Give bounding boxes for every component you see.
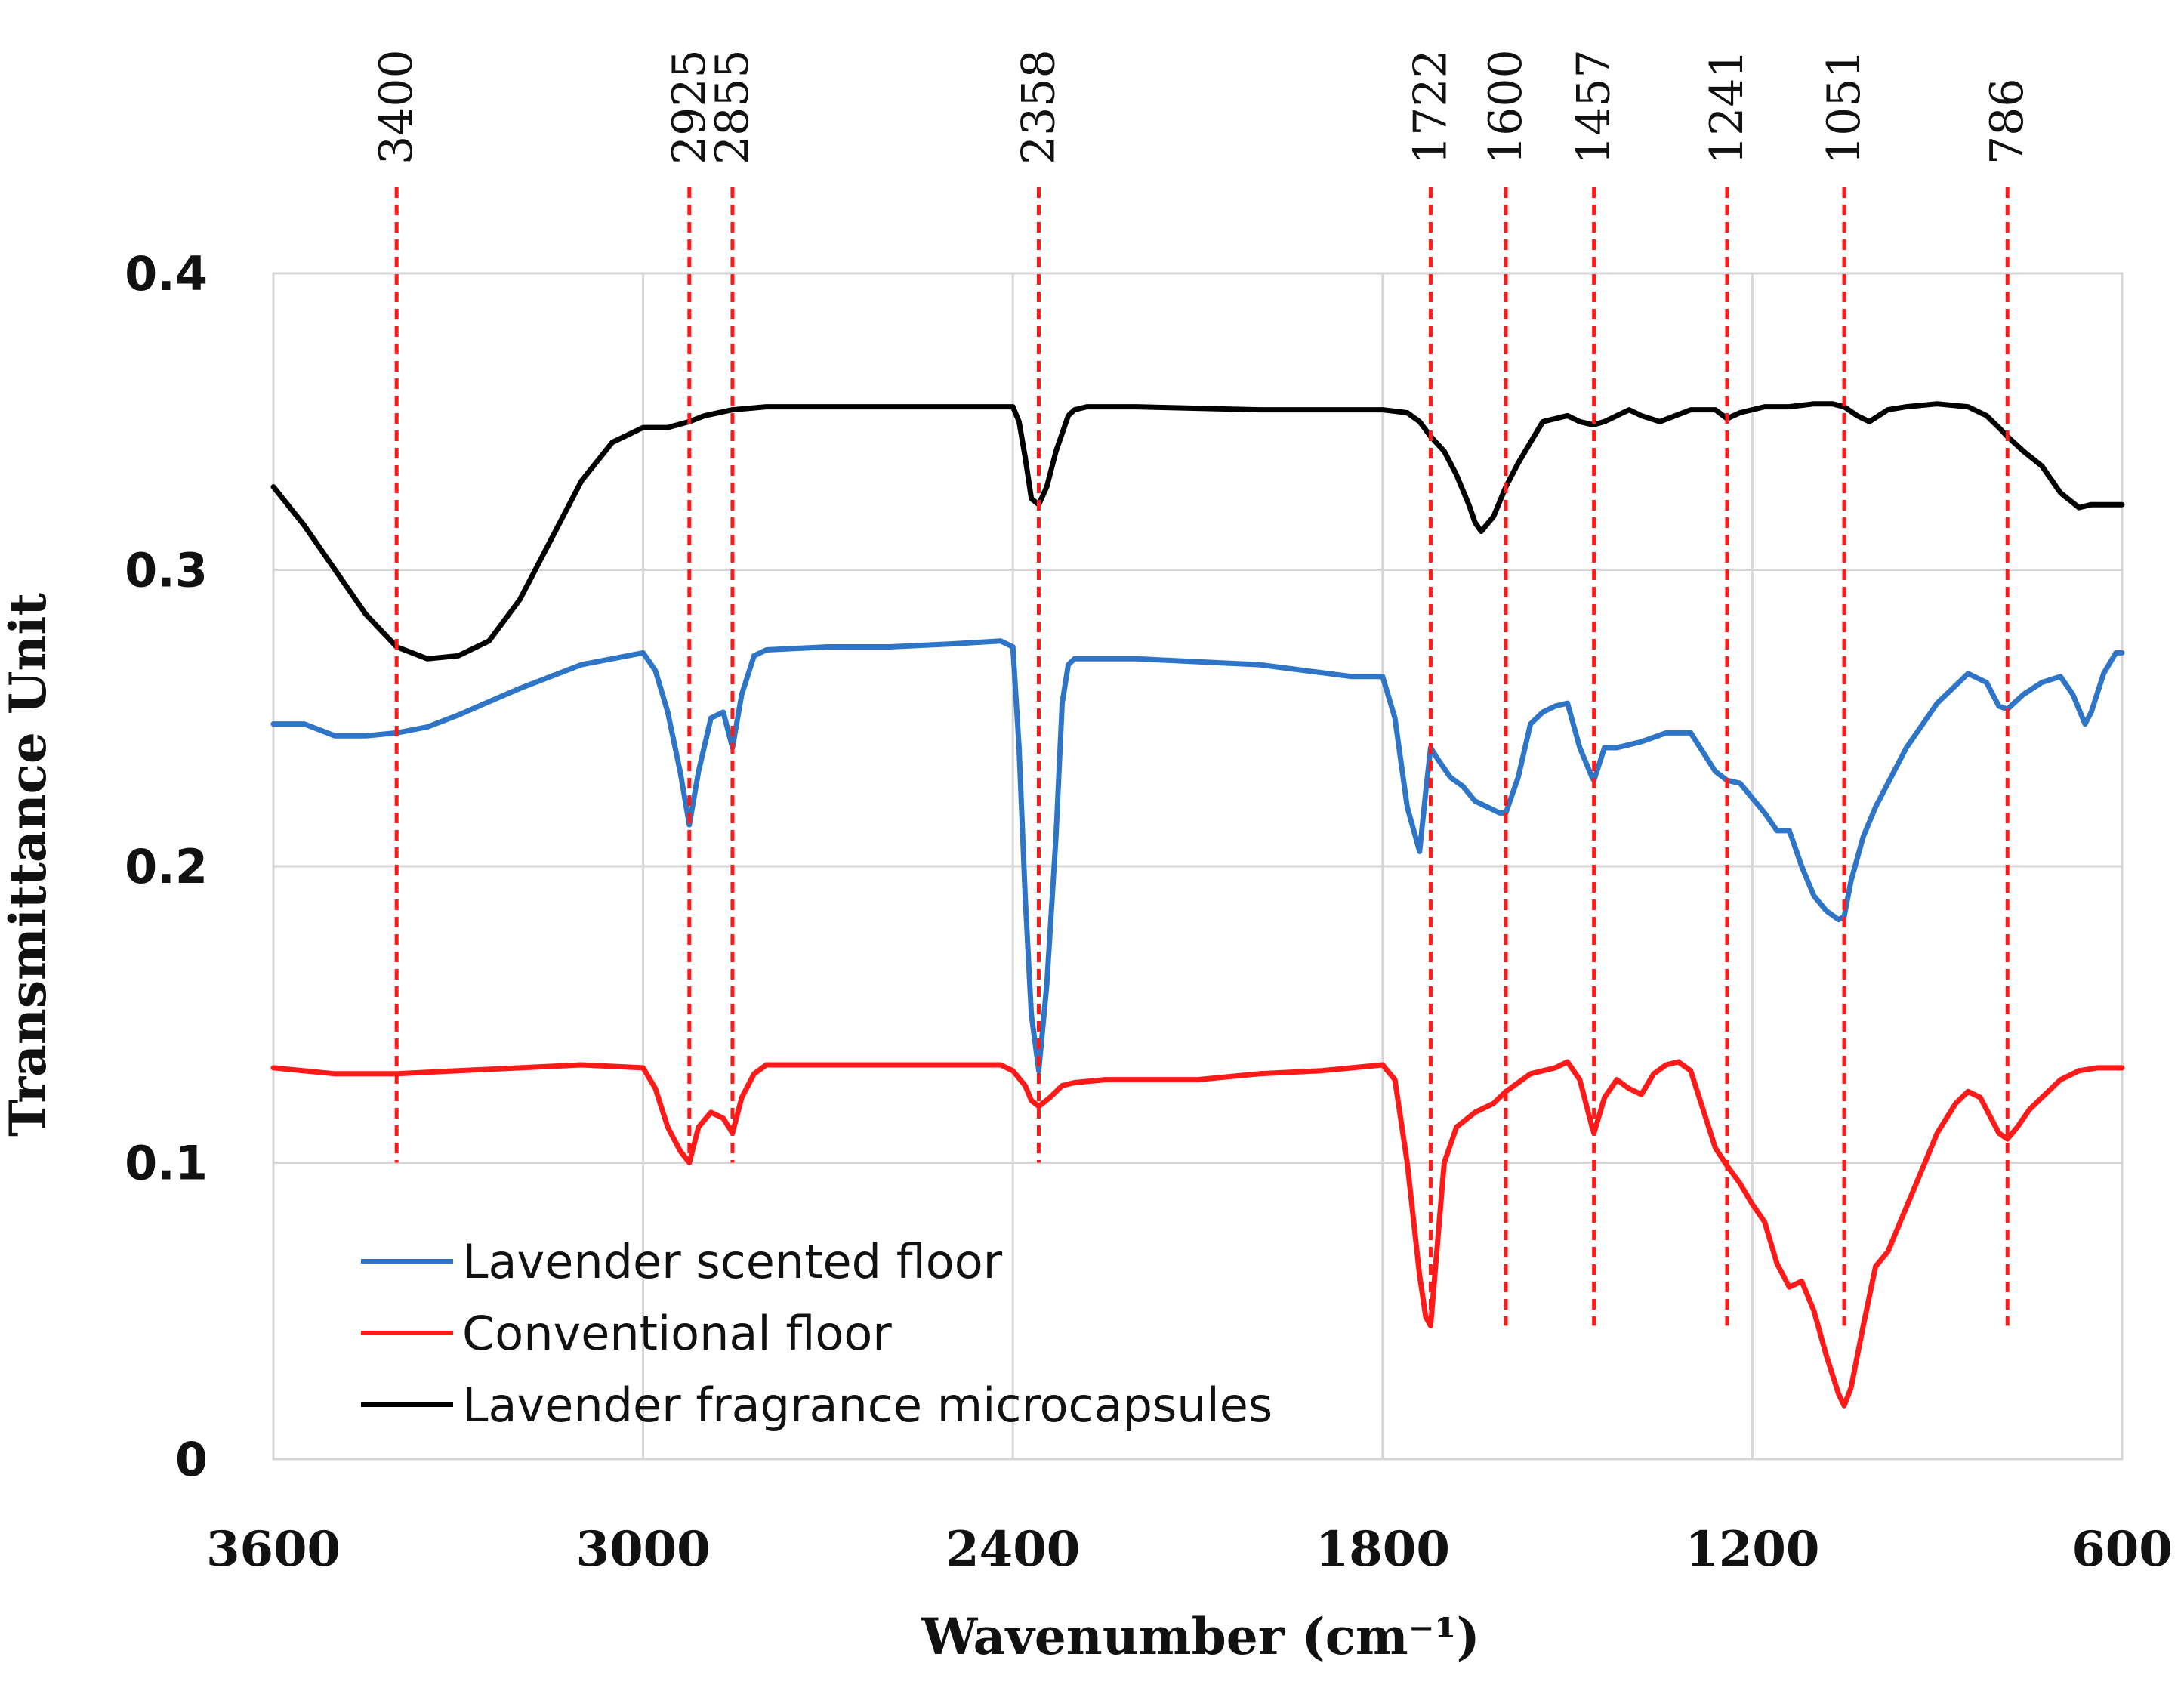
peak-label-2358: 2358 (1012, 49, 1065, 165)
peak-label-1600: 1600 (1479, 49, 1532, 165)
peak-label-1051: 1051 (1818, 49, 1871, 165)
legend: Lavender scented floor Conventional floo… (361, 1234, 1272, 1433)
y-tick-label: 0.1 (125, 1136, 208, 1191)
horizontal-gridlines (273, 272, 2122, 1461)
peak-label-1457: 1457 (1568, 49, 1621, 165)
series-line-lavender-fragrance-microcapsules (270, 401, 2125, 662)
peak-label-2855: 2855 (706, 49, 759, 165)
legend-label-conventional-floor: Conventional floor (462, 1306, 892, 1361)
x-tick-label: 1200 (1685, 1521, 1819, 1578)
peak-label-2925: 2925 (663, 49, 716, 165)
x-tick-label: 2400 (945, 1521, 1080, 1578)
x-tick-label: 600 (2071, 1521, 2173, 1578)
y-tick-label: 0.4 (125, 246, 208, 301)
series-line-lavender-scented-floor (270, 638, 2125, 1074)
peak-label-1241: 1241 (1701, 49, 1754, 165)
x-tick-label: 3000 (576, 1521, 711, 1578)
x-axis-title: Wavenumber (cm⁻¹) (921, 1607, 1479, 1666)
x-axis-ticks: 3600 3000 2400 1800 1200 600 (206, 1521, 2173, 1578)
peak-label-786: 786 (1981, 78, 2034, 165)
y-tick-label: 0.2 (125, 839, 208, 894)
series-layer (270, 401, 2125, 1409)
legend-label-lavender-fragrance-microcapsules: Lavender fragrance microcapsules (462, 1378, 1272, 1433)
y-tick-label: 0 (175, 1432, 208, 1487)
vertical-gridlines (272, 273, 2124, 1459)
series-line-conventional-floor (270, 1059, 2125, 1409)
peak-label-1722: 1722 (1404, 49, 1457, 165)
peak-label-3400: 3400 (370, 49, 423, 165)
legend-label-lavender-scented-floor: Lavender scented floor (462, 1234, 1003, 1289)
y-axis-title: Transmittance Unit (0, 593, 57, 1137)
x-tick-label: 1800 (1316, 1521, 1450, 1578)
x-tick-label: 3600 (206, 1521, 341, 1578)
y-axis-ticks: 0 0.1 0.2 0.3 0.4 (125, 246, 208, 1487)
y-tick-label: 0.3 (125, 543, 208, 598)
